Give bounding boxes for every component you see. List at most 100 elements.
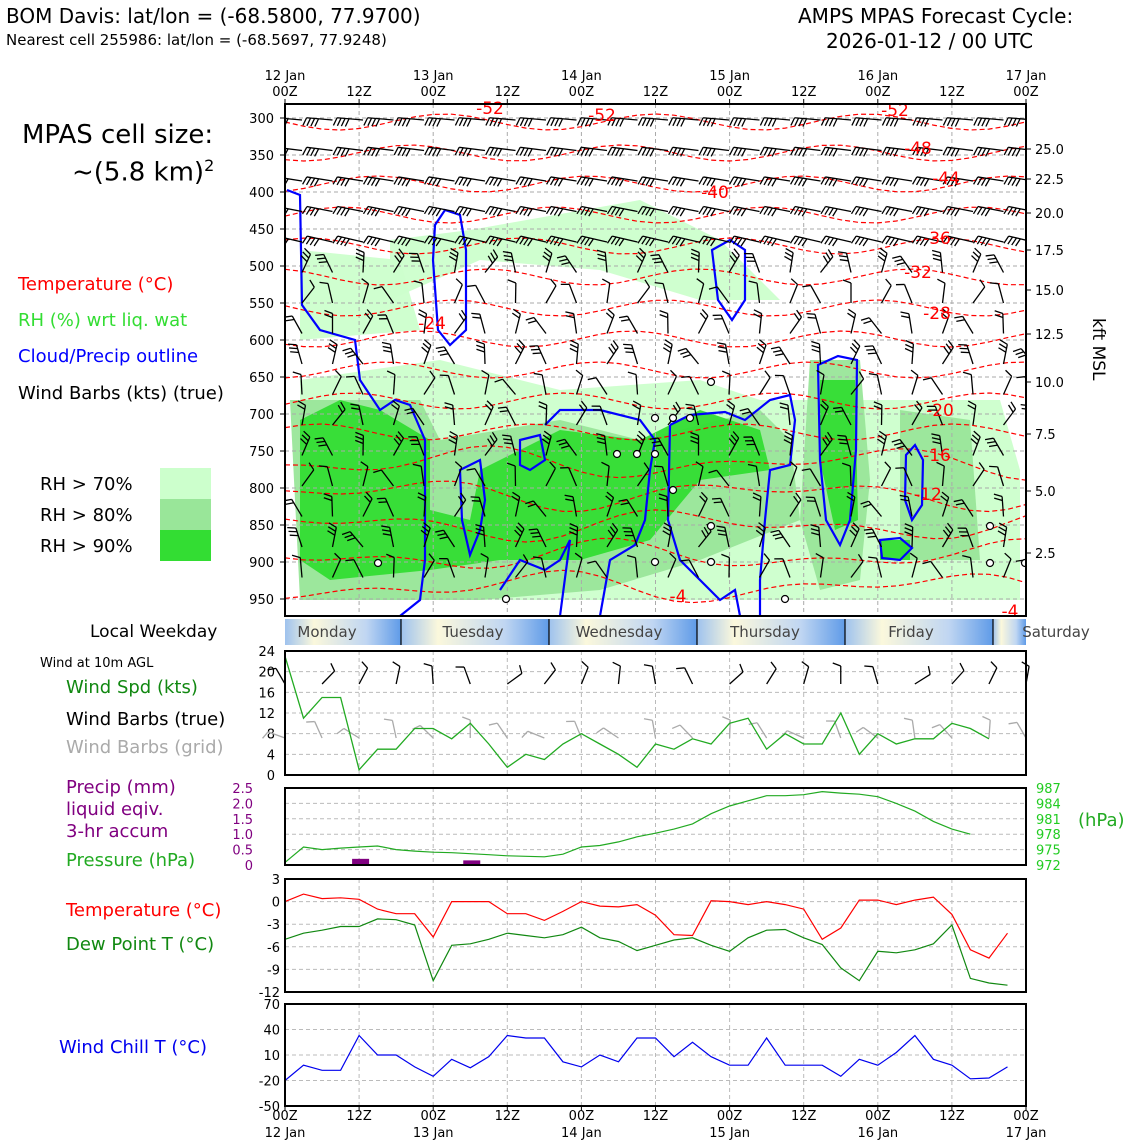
temp-label: -52 (588, 106, 616, 126)
wind-barb-staff (474, 468, 486, 487)
wind-barb-feather (779, 406, 789, 410)
wind-barb-feather (885, 147, 891, 156)
weekday-label: Friday (888, 623, 934, 641)
wind-barb-feather (588, 238, 594, 247)
wind-barb-feather (957, 527, 967, 529)
wind-barb-feather (989, 465, 998, 468)
wind-barb-feather (518, 339, 526, 347)
wind-barb (470, 496, 486, 517)
calm-wind-marker (373, 558, 383, 568)
pressure-tick-label: 975 (1036, 844, 1061, 859)
wind-barb-staff (716, 286, 730, 304)
surface-wind-barb-grid (931, 724, 953, 739)
wind-barb-feather (767, 207, 773, 216)
wind-barb-feather (580, 177, 586, 186)
wind-barb (355, 248, 365, 273)
wind-barb-staff (489, 205, 516, 213)
wind-barb-staff (673, 235, 699, 243)
wind-barb-feather (632, 400, 641, 406)
wind-barb-feather (300, 255, 308, 263)
wind-barb-staff (966, 344, 974, 365)
wind-barb (291, 554, 303, 578)
surface-wind-barb-grid-staff (651, 720, 657, 739)
wind-barb (911, 400, 923, 426)
wind-barb-staff (876, 557, 883, 578)
top-time-label: 00Z (420, 85, 446, 100)
wind-barb (1003, 146, 1026, 157)
wind-barb (318, 465, 334, 487)
wind-barb-feather (774, 536, 784, 540)
wind-barb-feather (710, 238, 716, 247)
legend-weekday: Local Weekday (90, 622, 218, 642)
wind-barb-feather (523, 237, 530, 246)
temp-label: -36 (923, 229, 951, 249)
wind-barb-feather (289, 534, 299, 537)
precip-tick-label: 1.0 (232, 828, 253, 843)
hpa-axis-label: (hPa) (1078, 810, 1125, 831)
wind-barb-feather (868, 373, 878, 376)
wind-barb (868, 556, 883, 578)
wind-barb-feather (439, 353, 449, 356)
wind-barb (820, 205, 852, 217)
wind-barb-feather (746, 443, 756, 446)
wind-barb-feather (865, 532, 875, 535)
wind-barb-staff (789, 466, 798, 487)
wind-barb (300, 430, 311, 456)
wind-barb-feather (976, 236, 983, 245)
wind-barb-feather (435, 178, 442, 187)
wind-barb (393, 205, 425, 217)
wind-barb-staff (876, 374, 883, 395)
wind-barb (453, 461, 463, 487)
wind-barb-feather (820, 235, 827, 244)
wind-barb (837, 251, 852, 273)
wind-barb-feather (580, 206, 586, 215)
wind-barb (942, 205, 974, 217)
wind-barb-feather (471, 500, 481, 502)
wind-barb-feather (458, 313, 465, 321)
wind-barb-feather (998, 347, 1007, 353)
wind-barb-staff (1008, 235, 1026, 243)
top-time-label: 12Z (495, 85, 521, 100)
pressure-tick-label: 700 (249, 408, 274, 423)
wind-barb-feather (718, 349, 728, 353)
wind-barb-staff (849, 465, 852, 487)
wind-barb-feather (702, 117, 708, 127)
wind-barb-staff (642, 117, 669, 121)
temp-label: -16 (923, 446, 951, 466)
wind-barb-feather (519, 147, 525, 156)
wind-barb-feather (460, 492, 467, 501)
cloud-outline-1 (431, 208, 468, 347)
wind-barb-feather (702, 177, 708, 186)
wind-barb-staff (872, 345, 883, 365)
wind-barb (350, 403, 364, 426)
pressure-tick-label: 350 (249, 149, 274, 164)
top-time-label: 00Z (1013, 85, 1039, 100)
wind-barb-feather (1020, 403, 1026, 407)
wind-barb-staff (573, 313, 578, 334)
wind-barb (484, 205, 516, 217)
wind-barb-feather (507, 279, 517, 284)
wind-barb-feather (418, 313, 427, 319)
wind-barb-feather (276, 177, 280, 185)
wind-barb-staff (697, 252, 700, 273)
wind-barb-feather (954, 208, 960, 217)
wind-barb-feather (608, 346, 615, 355)
wind-barb-feather (515, 525, 523, 533)
wind-barb (868, 373, 883, 395)
surface-wind-barb-true-staff (684, 667, 694, 685)
surface-wind-barb-true-feather (990, 661, 998, 669)
surface-wind-barb-true (321, 663, 336, 685)
wind-barb-feather (962, 371, 972, 376)
wind-barb-feather (710, 118, 716, 127)
wind-barb-feather (1015, 208, 1021, 217)
wind-barb-staff (285, 235, 303, 243)
wind-barb-feather (366, 236, 373, 245)
wind-barb-staff (489, 176, 516, 182)
wind-barb-feather (302, 251, 310, 259)
wind-barb (806, 312, 822, 334)
wind-barb-feather (484, 403, 492, 411)
wind-barb (393, 176, 425, 187)
wind-barb-staff (520, 235, 547, 243)
wind-barb-feather (680, 148, 686, 157)
